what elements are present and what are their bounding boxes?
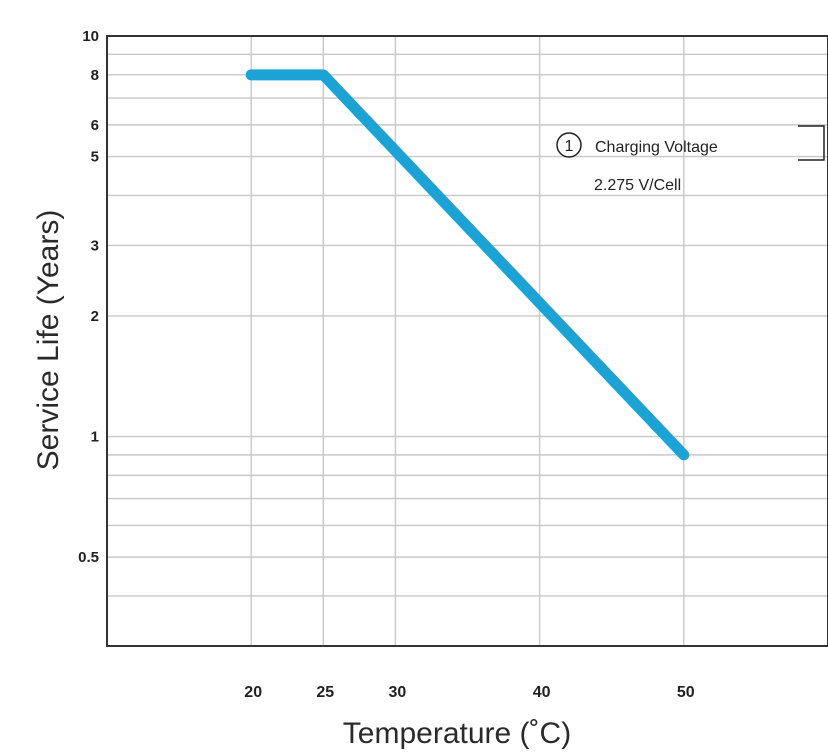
x-tick-label: 25: [316, 684, 334, 701]
grid: [107, 36, 828, 646]
y-axis-label: Service Life (Years): [32, 210, 65, 471]
y-tick-label: 2: [91, 308, 99, 325]
x-tick-label: 20: [244, 684, 262, 701]
annotation-line1: Charging Voltage: [595, 139, 718, 156]
annotation: 1 Charging Voltage 2.275 V/Cell: [556, 125, 825, 194]
y-tick-label: 8: [91, 67, 99, 84]
x-tick-label: 30: [389, 684, 407, 701]
series-point: [250, 74, 252, 76]
series-point: [322, 74, 324, 76]
x-axis-label: Temperature (˚C): [343, 717, 571, 750]
annotation-line2: 2.275 V/Cell: [594, 177, 681, 194]
series-group: [245, 69, 690, 461]
x-tick-label: 40: [533, 684, 551, 701]
annotation-bracket: [798, 125, 825, 161]
y-tick-label: 5: [91, 149, 99, 166]
x-tick-labels: 20 25 30 40 50: [244, 684, 694, 701]
series-line: [245, 69, 690, 461]
y-tick-label: 1: [91, 429, 99, 446]
annotation-number: 1: [565, 138, 574, 155]
y-tick-label: 0.5: [78, 549, 99, 566]
y-tick-label: 6: [91, 117, 99, 134]
y-tick-labels: 0.5 1 2 3 5 6 8 10: [78, 28, 99, 566]
y-tick-label: 3: [91, 237, 99, 254]
x-tick-label: 50: [677, 684, 695, 701]
annotation-number-circle: [556, 132, 582, 158]
y-tick-label: 10: [82, 28, 99, 45]
plot-frame: [106, 35, 828, 647]
series-point: [683, 454, 685, 456]
